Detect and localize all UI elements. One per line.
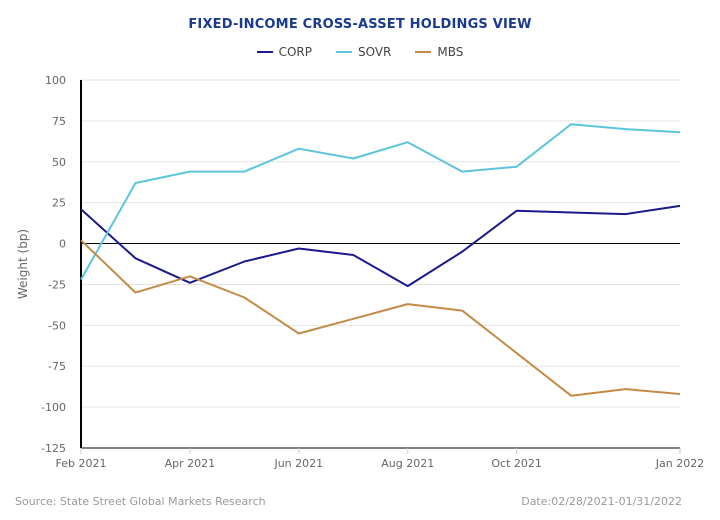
x-tick-label: Oct 2021 <box>491 457 542 470</box>
y-tick-label: -75 <box>48 360 66 373</box>
y-tick-label: 50 <box>52 156 66 169</box>
x-tick-label: Jun 2021 <box>273 457 323 470</box>
legend-swatch-corp <box>256 51 273 53</box>
x-tick-label: Jan 2022 <box>655 457 704 470</box>
legend: CORP SOVR MBS <box>0 45 720 59</box>
legend-item-corp[interactable]: CORP <box>256 45 312 59</box>
legend-label-sovr: SOVR <box>358 45 392 59</box>
y-tick-label: -25 <box>48 278 66 291</box>
series-line-corp <box>80 204 681 288</box>
y-tick-label: -100 <box>41 401 66 414</box>
legend-label-mbs: MBS <box>437 45 464 59</box>
x-tick-label: Feb 2021 <box>56 457 107 470</box>
y-tick-label: 0 <box>59 238 66 251</box>
source-note: Source: State Street Global Markets Rese… <box>15 495 266 508</box>
series-line-mbs <box>80 239 681 397</box>
y-tick-label: 100 <box>45 74 66 87</box>
legend-label-corp: CORP <box>278 45 312 59</box>
y-tick-label: 75 <box>52 115 66 128</box>
legend-item-sovr[interactable]: SOVR <box>336 45 391 59</box>
chart-title: FIXED-INCOME CROSS-ASSET HOLDINGS VIEW <box>188 17 532 32</box>
legend-item-mbs[interactable]: MBS <box>415 45 463 59</box>
legend-swatch-sovr <box>336 51 352 53</box>
x-tick-label: Aug 2021 <box>381 457 434 470</box>
legend-swatch-mbs <box>415 51 432 53</box>
x-tick-label: Apr 2021 <box>165 457 216 470</box>
y-tick-label: -50 <box>48 319 66 332</box>
y-tick-label: -125 <box>41 442 66 455</box>
series-line-sovr <box>80 123 681 280</box>
y-tick-label: 25 <box>52 197 66 210</box>
date-range-note: Date:02/28/2021-01/31/2022 <box>521 495 682 508</box>
